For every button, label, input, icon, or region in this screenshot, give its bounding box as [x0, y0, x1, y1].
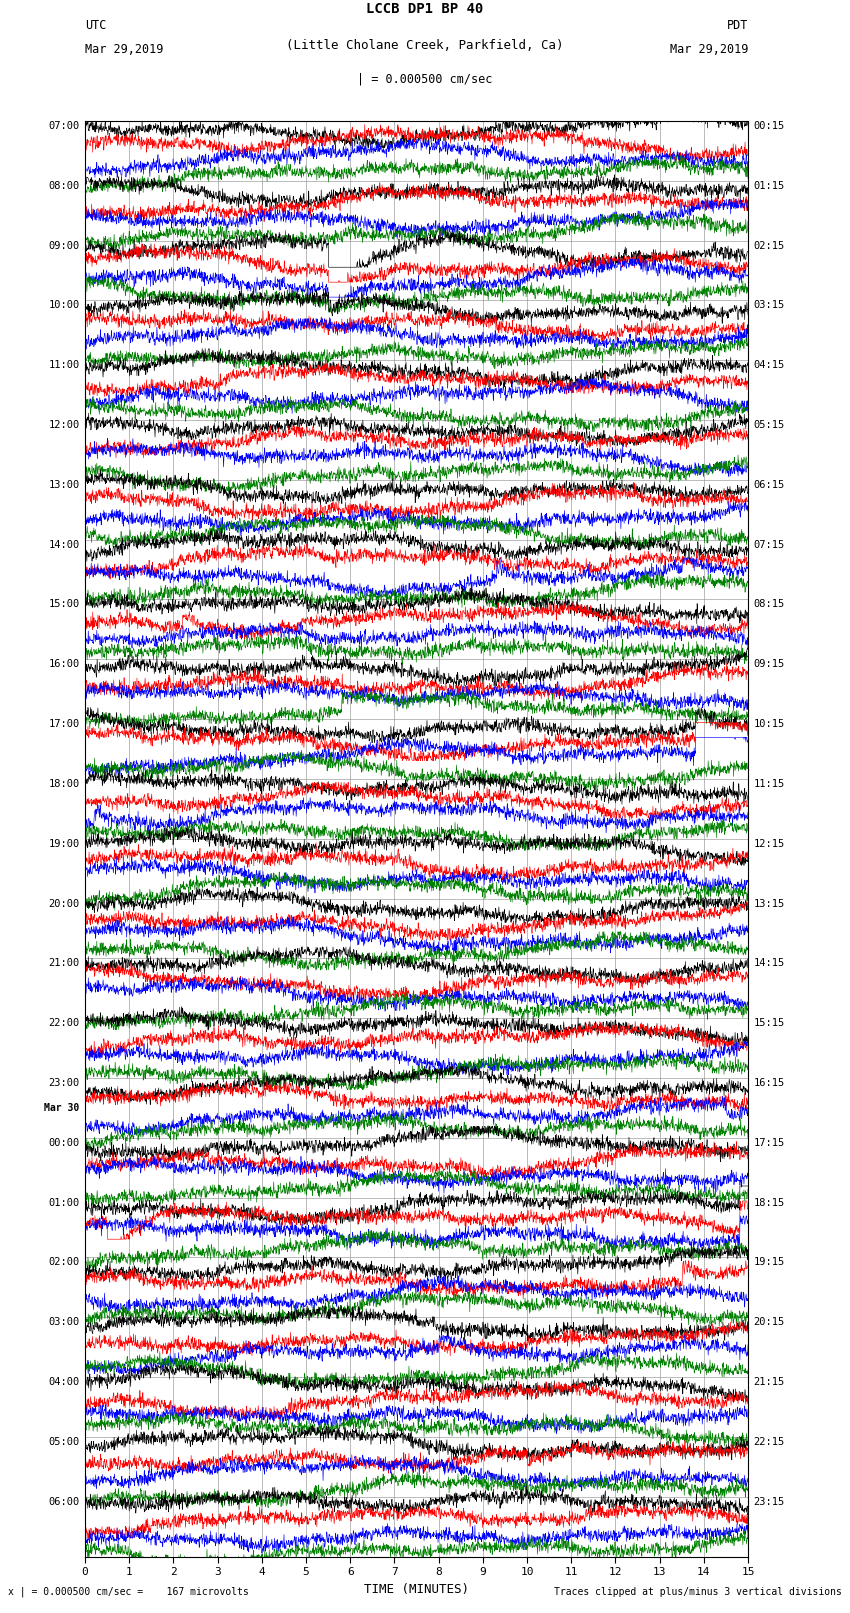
Text: 05:15: 05:15 — [753, 419, 785, 431]
Text: 02:15: 02:15 — [753, 240, 785, 250]
Text: Mar 30: Mar 30 — [44, 1103, 80, 1113]
Text: 22:00: 22:00 — [48, 1018, 80, 1027]
Text: 09:15: 09:15 — [753, 660, 785, 669]
Text: 06:15: 06:15 — [753, 481, 785, 490]
Text: 23:00: 23:00 — [48, 1077, 80, 1089]
Text: 15:00: 15:00 — [48, 600, 80, 610]
Text: 15:15: 15:15 — [753, 1018, 785, 1027]
Text: 16:15: 16:15 — [753, 1077, 785, 1089]
Text: 02:00: 02:00 — [48, 1258, 80, 1268]
Text: 11:15: 11:15 — [753, 779, 785, 789]
Text: LCCB DP1 BP 40: LCCB DP1 BP 40 — [366, 2, 484, 16]
Text: PDT: PDT — [727, 19, 748, 32]
Text: 08:00: 08:00 — [48, 181, 80, 190]
Text: 12:00: 12:00 — [48, 419, 80, 431]
X-axis label: TIME (MINUTES): TIME (MINUTES) — [364, 1582, 469, 1595]
Text: 10:00: 10:00 — [48, 300, 80, 310]
Text: 18:00: 18:00 — [48, 779, 80, 789]
Text: 08:15: 08:15 — [753, 600, 785, 610]
Text: 00:15: 00:15 — [753, 121, 785, 131]
Text: 20:00: 20:00 — [48, 898, 80, 908]
Text: x | = 0.000500 cm/sec =    167 microvolts: x | = 0.000500 cm/sec = 167 microvolts — [8, 1586, 249, 1597]
Text: 03:15: 03:15 — [753, 300, 785, 310]
Text: 12:15: 12:15 — [753, 839, 785, 848]
Text: 09:00: 09:00 — [48, 240, 80, 250]
Text: 16:00: 16:00 — [48, 660, 80, 669]
Text: 14:00: 14:00 — [48, 540, 80, 550]
Text: | = 0.000500 cm/sec: | = 0.000500 cm/sec — [357, 73, 493, 85]
Text: Mar 29,2019: Mar 29,2019 — [670, 44, 748, 56]
Text: 07:00: 07:00 — [48, 121, 80, 131]
Text: 05:00: 05:00 — [48, 1437, 80, 1447]
Text: 13:00: 13:00 — [48, 481, 80, 490]
Text: 17:15: 17:15 — [753, 1137, 785, 1148]
Text: 17:00: 17:00 — [48, 719, 80, 729]
Text: UTC: UTC — [85, 19, 106, 32]
Text: 21:15: 21:15 — [753, 1378, 785, 1387]
Text: 00:00: 00:00 — [48, 1137, 80, 1148]
Text: 20:15: 20:15 — [753, 1318, 785, 1327]
Text: 04:00: 04:00 — [48, 1378, 80, 1387]
Text: 19:00: 19:00 — [48, 839, 80, 848]
Text: Mar 29,2019: Mar 29,2019 — [85, 44, 163, 56]
Text: 13:15: 13:15 — [753, 898, 785, 908]
Text: 19:15: 19:15 — [753, 1258, 785, 1268]
Text: 10:15: 10:15 — [753, 719, 785, 729]
Text: 22:15: 22:15 — [753, 1437, 785, 1447]
Text: 04:15: 04:15 — [753, 360, 785, 371]
Text: (Little Cholane Creek, Parkfield, Ca): (Little Cholane Creek, Parkfield, Ca) — [286, 39, 564, 52]
Text: 11:00: 11:00 — [48, 360, 80, 371]
Text: 01:15: 01:15 — [753, 181, 785, 190]
Text: Traces clipped at plus/minus 3 vertical divisions: Traces clipped at plus/minus 3 vertical … — [553, 1587, 842, 1597]
Text: 14:15: 14:15 — [753, 958, 785, 968]
Text: 21:00: 21:00 — [48, 958, 80, 968]
Text: 18:15: 18:15 — [753, 1197, 785, 1208]
Text: 01:00: 01:00 — [48, 1197, 80, 1208]
Text: 07:15: 07:15 — [753, 540, 785, 550]
Text: 03:00: 03:00 — [48, 1318, 80, 1327]
Text: 23:15: 23:15 — [753, 1497, 785, 1507]
Text: 06:00: 06:00 — [48, 1497, 80, 1507]
